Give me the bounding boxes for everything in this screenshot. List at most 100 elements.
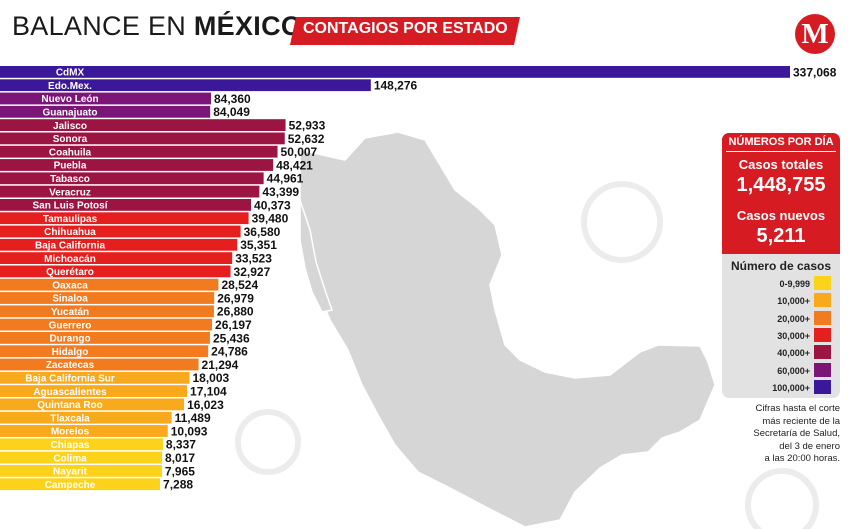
category-label: Yucatán xyxy=(51,307,89,318)
bar xyxy=(0,92,211,105)
bar xyxy=(0,278,219,291)
legend-swatch xyxy=(814,327,831,342)
value-label: 21,294 xyxy=(202,358,239,372)
category-label: Morelos xyxy=(51,427,90,438)
value-label: 43,399 xyxy=(262,185,299,199)
bar xyxy=(0,185,260,198)
value-label: 52,933 xyxy=(289,119,326,133)
bar xyxy=(0,411,172,424)
bar xyxy=(0,119,286,131)
value-label: 8,337 xyxy=(166,438,196,452)
value-label: 26,197 xyxy=(215,318,252,332)
bar xyxy=(0,145,278,158)
bar xyxy=(0,425,168,437)
bar xyxy=(0,252,233,264)
bar xyxy=(0,305,214,318)
category-label: Puebla xyxy=(54,161,87,172)
category-label: San Luis Potosí xyxy=(32,201,108,212)
category-label: Tlaxcala xyxy=(50,413,90,424)
category-label: Sonora xyxy=(53,134,88,145)
category-label: Chihuahua xyxy=(44,227,96,238)
value-label: 33,523 xyxy=(235,252,272,266)
note-line: Cifras hasta el corte xyxy=(755,403,840,414)
daily-numbers-box: NÚMEROS POR DÍA Casos totales 1,448,755 … xyxy=(722,133,840,254)
legend-title: Número de casos xyxy=(730,259,832,273)
bar xyxy=(0,172,264,185)
virus-icon xyxy=(235,181,819,529)
value-label: 36,580 xyxy=(244,225,281,239)
value-label: 44,961 xyxy=(267,172,304,186)
bar xyxy=(0,465,162,477)
new-cases-label: Casos nuevos xyxy=(736,208,826,223)
legend-item: 30,000+ xyxy=(722,327,840,344)
bar xyxy=(0,398,185,411)
category-label: Sinaloa xyxy=(52,294,88,305)
value-label: 10,093 xyxy=(171,424,208,438)
bar xyxy=(0,66,790,78)
mexico-map xyxy=(299,131,716,528)
value-label: 7,965 xyxy=(165,464,195,478)
category-label: Colima xyxy=(53,453,87,464)
subtitle-badge xyxy=(290,17,520,45)
category-label: Michoacán xyxy=(44,254,96,265)
bar xyxy=(0,478,161,491)
value-label: 7,288 xyxy=(163,478,193,492)
bar xyxy=(0,159,274,171)
baja-california-map xyxy=(299,199,333,313)
value-label: 11,489 xyxy=(175,411,211,425)
category-label: Baja California xyxy=(35,241,105,252)
value-label: 48,421 xyxy=(276,158,313,172)
value-label: 84,049 xyxy=(213,105,250,119)
category-label: Veracruz xyxy=(49,187,91,198)
page-title: BALANCE EN MÉXICO xyxy=(12,11,302,42)
bar xyxy=(0,332,210,344)
legend-label: 0-9,999 xyxy=(779,279,810,289)
category-label: Nuevo León xyxy=(41,94,98,105)
value-label: 32,927 xyxy=(234,265,271,279)
title-light: BALANCE EN xyxy=(12,11,187,41)
value-label: 40,373 xyxy=(254,198,291,212)
legend-swatch xyxy=(814,310,831,325)
category-label: Nayarit xyxy=(53,467,88,478)
category-label: Baja California Sur xyxy=(25,374,115,385)
panel-heading: NÚMEROS POR DÍA xyxy=(728,136,834,148)
bar xyxy=(0,385,188,397)
bar xyxy=(0,345,209,358)
bar xyxy=(0,292,215,304)
source-note: Cifras hasta el corte más reciente de la… xyxy=(722,403,840,466)
category-label: Coahuila xyxy=(49,147,92,158)
value-label: 16,023 xyxy=(187,398,224,412)
milenio-logo: M xyxy=(795,14,835,54)
legend-label: 60,000+ xyxy=(777,365,810,376)
legend-label: 40,000+ xyxy=(777,348,810,359)
category-label: Campeche xyxy=(45,480,96,491)
stats-panel: NÚMEROS POR DÍA Casos totales 1,448,755 … xyxy=(722,133,840,398)
legend-label: 100,000+ xyxy=(772,382,810,393)
value-label: 8,017 xyxy=(165,451,195,465)
legend-label: 30,000+ xyxy=(777,330,810,341)
new-cases-value: 5,211 xyxy=(756,225,806,247)
value-label: 39,480 xyxy=(252,212,289,226)
value-label: 17,104 xyxy=(190,385,227,399)
value-label: 24,786 xyxy=(211,345,248,359)
divider xyxy=(726,151,836,152)
value-label: 28,524 xyxy=(221,278,258,292)
note-line: más reciente de la xyxy=(762,415,840,427)
bar xyxy=(0,225,241,238)
value-label: 35,351 xyxy=(240,238,277,252)
category-label: Tabasco xyxy=(50,174,90,185)
legend-item: 10,000+ xyxy=(722,293,840,309)
value-label: 18,003 xyxy=(193,371,230,385)
title-bold: MÉXICO xyxy=(193,11,303,41)
bar xyxy=(0,358,199,371)
value-label: 52,632 xyxy=(288,132,325,146)
legend-label: 10,000+ xyxy=(777,296,810,307)
value-label: 148,276 xyxy=(374,79,418,93)
category-label: Edo.Mex. xyxy=(48,81,92,92)
category-label: CdMX xyxy=(56,68,85,79)
legend-swatch xyxy=(814,362,831,377)
bar xyxy=(0,105,211,118)
bar xyxy=(0,438,163,451)
